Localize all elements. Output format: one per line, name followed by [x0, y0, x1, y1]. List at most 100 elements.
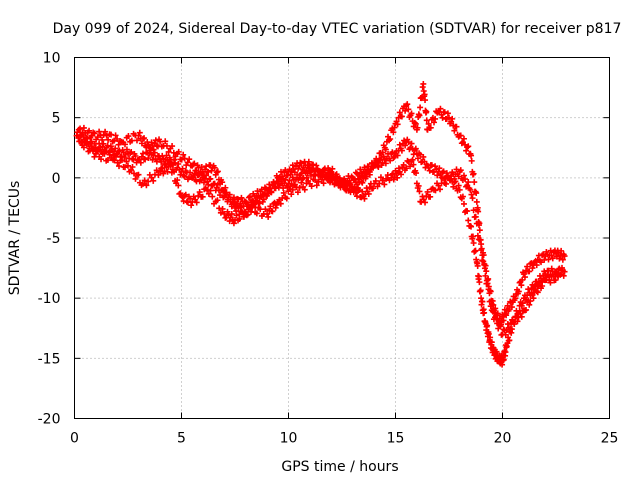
data-point — [266, 185, 273, 192]
data-point — [112, 145, 119, 152]
data-point — [375, 163, 382, 170]
data-point — [342, 186, 349, 193]
data-point — [228, 210, 235, 217]
data-point — [393, 118, 400, 125]
data-point — [352, 169, 359, 176]
data-point — [142, 156, 149, 163]
data-point — [270, 200, 277, 207]
data-point — [223, 189, 230, 196]
data-point — [526, 268, 533, 275]
data-point — [153, 167, 160, 174]
data-point — [211, 164, 218, 171]
data-point — [555, 266, 562, 273]
data-point — [193, 199, 200, 206]
data-point — [214, 197, 221, 204]
data-point — [333, 171, 340, 178]
data-point — [502, 331, 509, 338]
data-point — [337, 184, 344, 191]
data-point — [457, 167, 464, 174]
data-point — [361, 195, 368, 202]
y-tick-label: 5 — [52, 111, 61, 127]
data-point — [135, 132, 142, 139]
data-point — [415, 182, 422, 189]
data-point — [112, 132, 119, 139]
data-point — [163, 142, 170, 149]
data-point — [318, 176, 325, 183]
data-point — [99, 136, 106, 143]
data-point — [473, 190, 480, 197]
data-point — [482, 272, 489, 279]
data-point — [379, 149, 386, 156]
data-point — [301, 186, 308, 193]
data-point — [101, 150, 108, 157]
data-point — [378, 154, 385, 161]
data-point — [151, 149, 158, 156]
data-point — [497, 323, 504, 330]
data-point — [558, 247, 565, 254]
data-point — [411, 119, 418, 126]
data-point — [298, 179, 305, 186]
data-point — [315, 178, 322, 185]
data-point — [500, 356, 507, 363]
data-point — [539, 282, 546, 289]
data-point — [477, 236, 484, 243]
data-point — [504, 321, 511, 328]
data-point — [488, 339, 495, 346]
data-point — [80, 144, 87, 151]
data-point — [383, 175, 390, 182]
data-point — [224, 208, 231, 215]
data-point — [493, 312, 500, 319]
data-point — [166, 159, 173, 166]
data-point — [313, 182, 320, 189]
x-tick-label: 25 — [601, 431, 619, 447]
y-tick-label: -15 — [38, 351, 61, 367]
data-point — [473, 220, 480, 227]
data-point — [487, 303, 494, 310]
x-tick-labels: 0 5 10 15 20 25 — [70, 431, 618, 447]
data-point — [549, 255, 556, 262]
y-tick-label: -20 — [38, 412, 61, 428]
data-point — [476, 227, 483, 234]
data-point — [233, 212, 240, 219]
data-point — [136, 129, 143, 136]
data-point — [275, 178, 282, 185]
data-point — [287, 171, 294, 178]
data-point — [280, 189, 287, 196]
data-point — [289, 186, 296, 193]
data-point — [468, 191, 475, 198]
data-point — [416, 188, 423, 195]
data-point — [209, 193, 216, 200]
data-point — [520, 271, 527, 278]
x-tick-label: 20 — [494, 431, 512, 447]
data-point — [391, 153, 398, 160]
data-point — [80, 124, 87, 131]
data-point — [426, 167, 433, 174]
data-point — [526, 301, 533, 308]
data-point — [167, 162, 174, 169]
data-point — [532, 283, 539, 290]
data-point — [92, 150, 99, 157]
data-point — [133, 137, 140, 144]
data-point — [236, 215, 243, 222]
data-point — [423, 108, 430, 115]
data-point — [347, 181, 354, 188]
data-point — [472, 213, 479, 220]
data-point — [372, 177, 379, 184]
data-point — [187, 195, 194, 202]
data-point — [390, 155, 397, 162]
data-point — [527, 260, 534, 267]
data-point — [451, 175, 458, 182]
data-point — [453, 123, 460, 130]
data-point — [464, 144, 471, 151]
data-point — [320, 180, 327, 187]
data-point — [412, 120, 419, 127]
data-point — [515, 288, 522, 295]
data-point — [553, 270, 560, 277]
data-point — [398, 171, 405, 178]
data-point — [440, 168, 447, 175]
data-point — [484, 280, 491, 287]
data-point — [432, 187, 439, 194]
data-point — [511, 321, 518, 328]
data-point — [468, 223, 475, 230]
data-point — [268, 189, 275, 196]
